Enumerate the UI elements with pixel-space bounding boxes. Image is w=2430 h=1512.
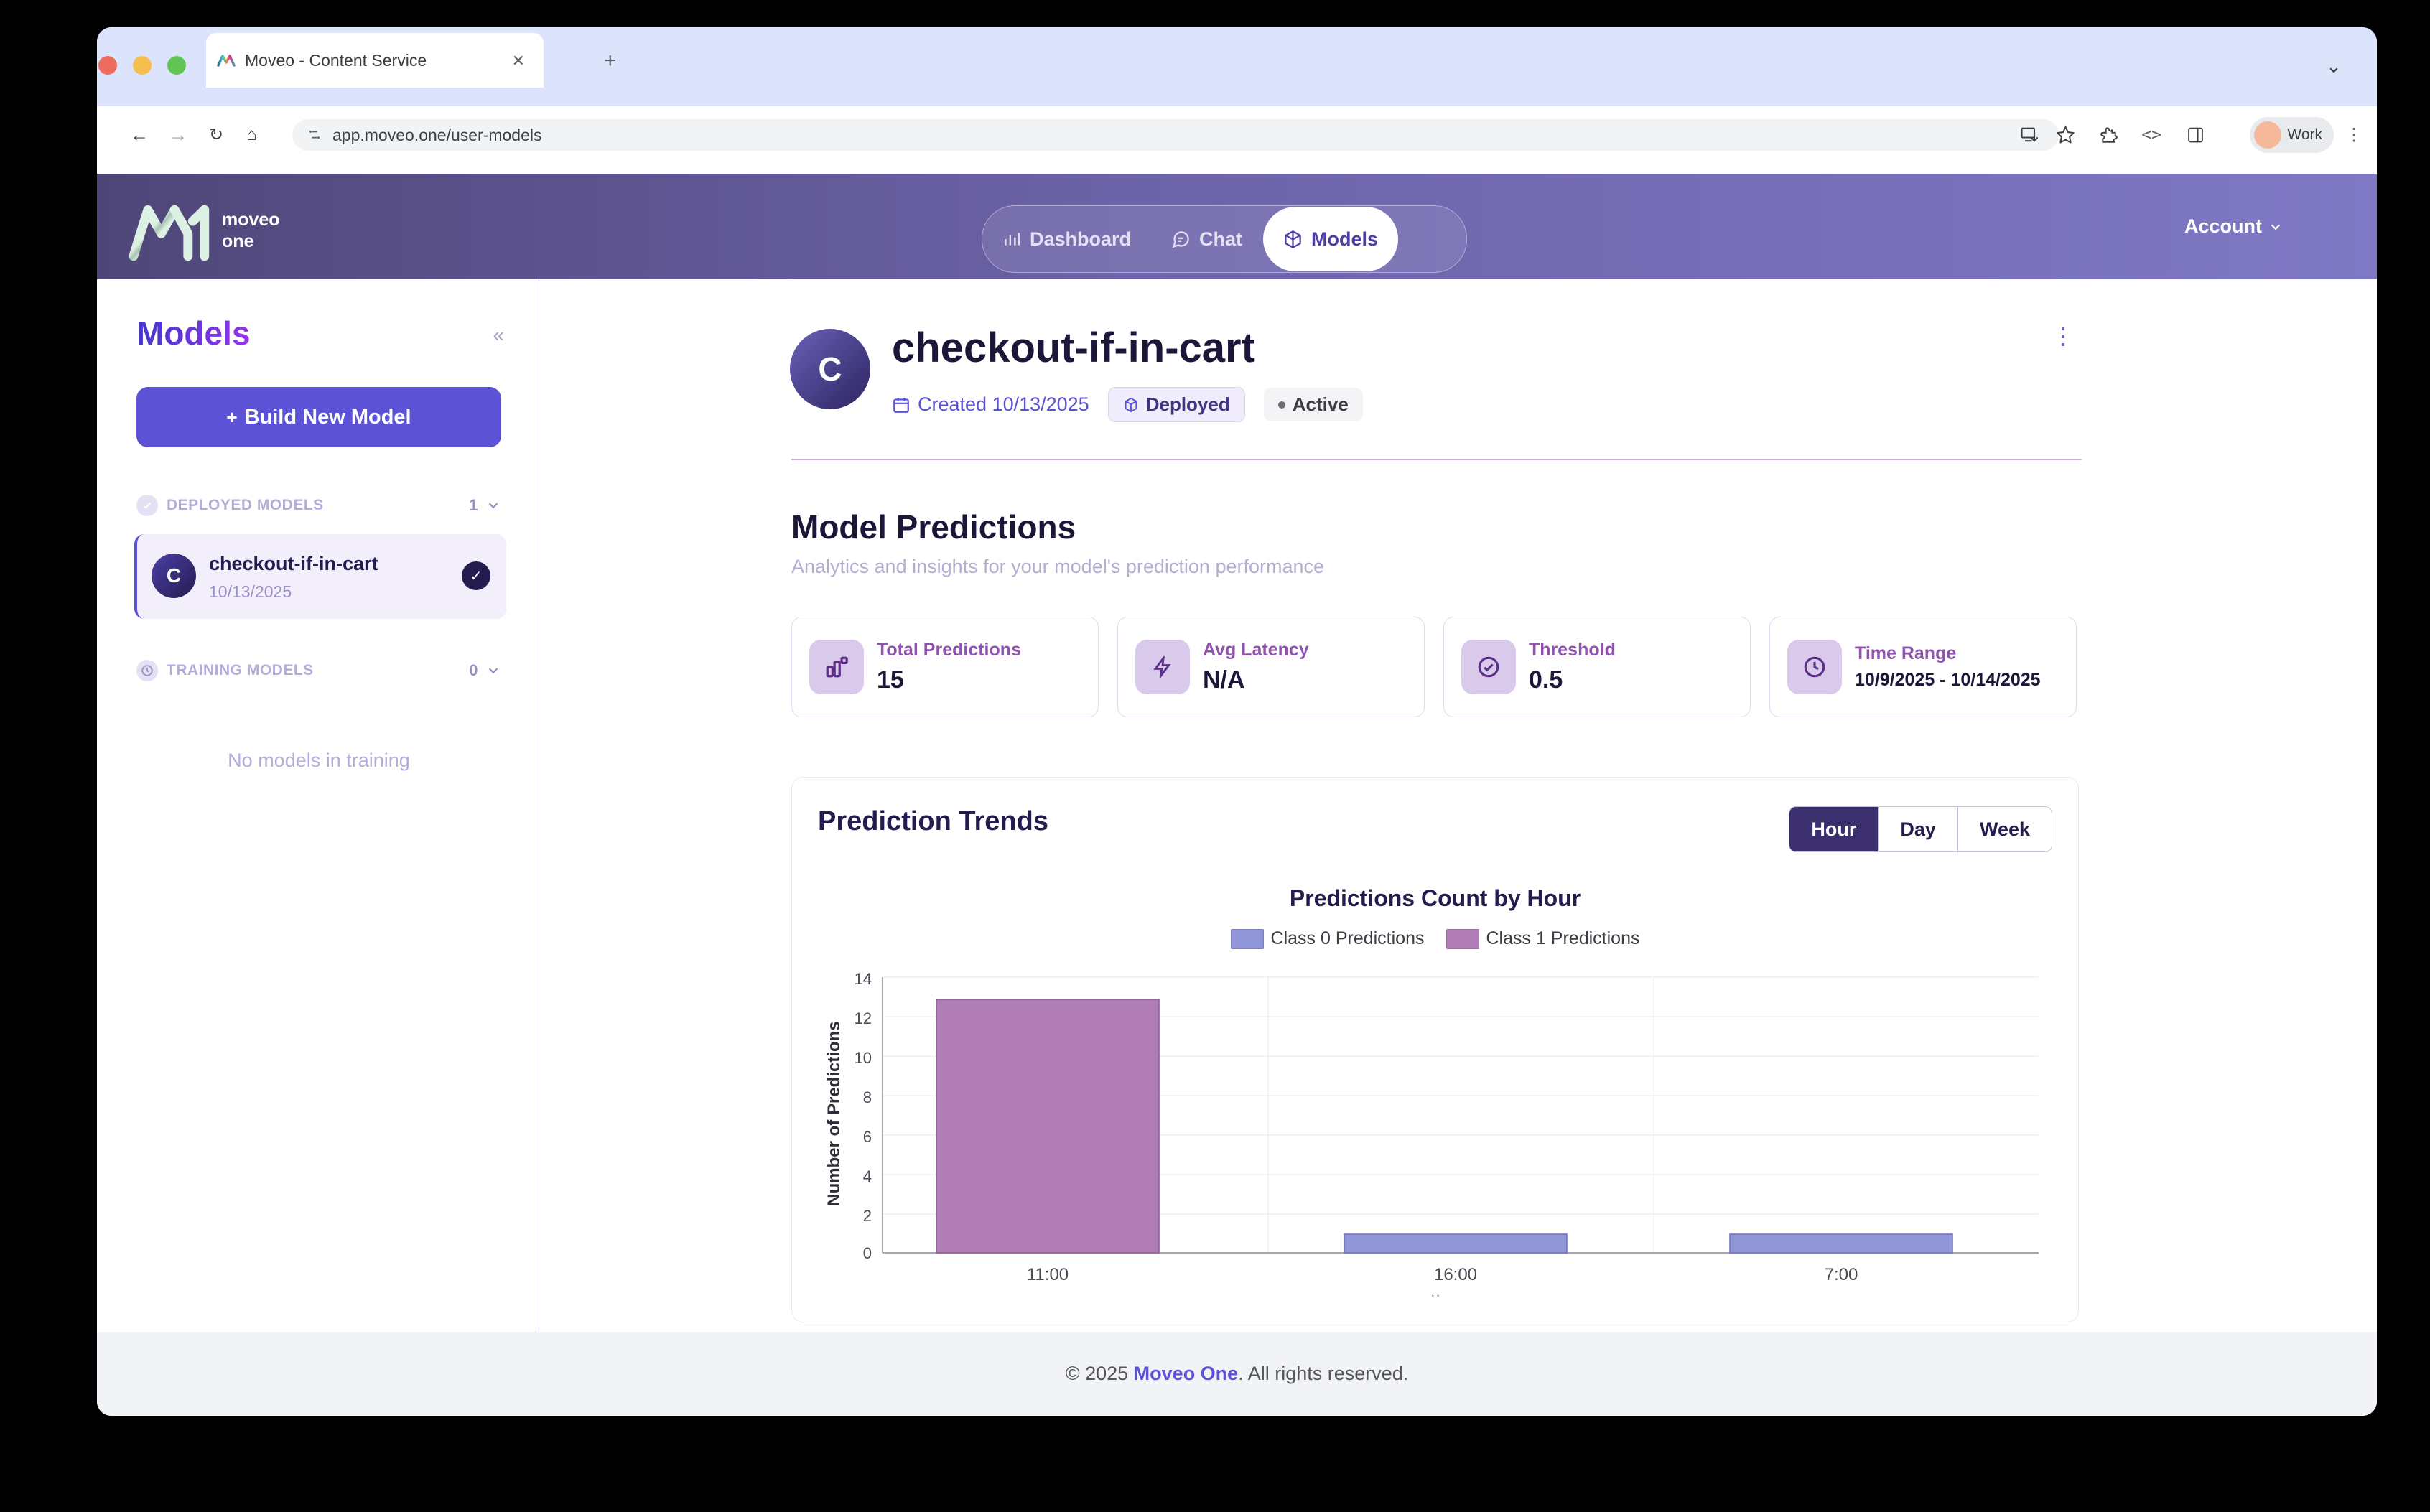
svg-text:11:00: 11:00 bbox=[1027, 1265, 1069, 1284]
svg-text:10: 10 bbox=[855, 1049, 872, 1067]
svg-text:8: 8 bbox=[863, 1088, 872, 1106]
svg-text:14: 14 bbox=[855, 970, 872, 988]
svg-text:··: ·· bbox=[1430, 1286, 1441, 1304]
svg-text:6: 6 bbox=[863, 1128, 872, 1146]
svg-text:4: 4 bbox=[863, 1167, 872, 1185]
svg-text:16:00: 16:00 bbox=[1434, 1265, 1477, 1284]
svg-text:12: 12 bbox=[855, 1009, 872, 1027]
svg-text:Number of Predictions: Number of Predictions bbox=[824, 1021, 844, 1205]
svg-text:0: 0 bbox=[863, 1244, 872, 1262]
svg-text:2: 2 bbox=[863, 1207, 872, 1225]
svg-text:7:00: 7:00 bbox=[1825, 1265, 1858, 1284]
